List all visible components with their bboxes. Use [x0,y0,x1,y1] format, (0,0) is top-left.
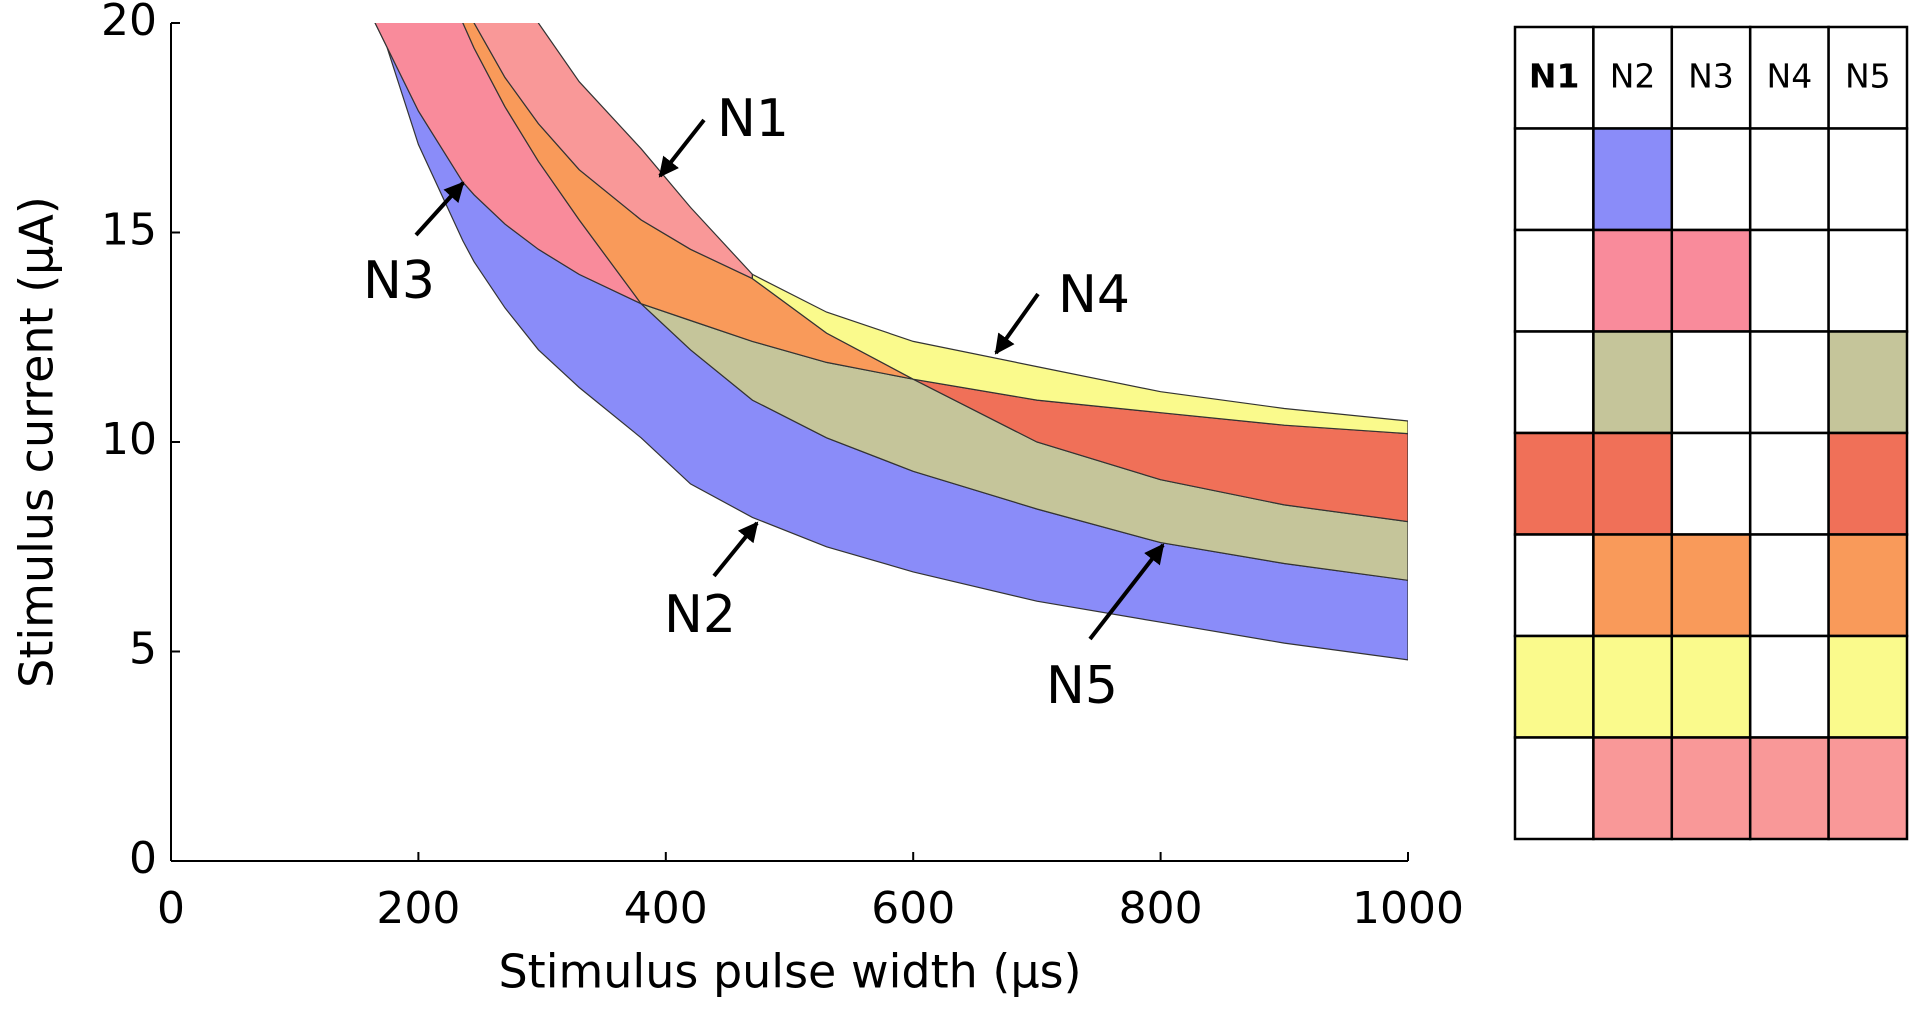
table-cell [1827,634,1909,739]
annotation: N1 [717,89,789,149]
table-cell [1827,533,1909,638]
table-cell [1513,127,1595,232]
annotation-arrow [414,181,465,237]
annotation-arrow [712,521,759,578]
table-header: N5 [1845,56,1891,95]
table-cell [1748,736,1830,841]
table-cell [1592,634,1674,739]
annotation: N5 [1046,656,1118,716]
table-cell [1513,228,1595,333]
table-cell [1748,330,1830,435]
x-tick-label: 0 [157,883,185,934]
table-cell [1827,330,1909,435]
annotation: N2 [664,585,736,645]
table-cell [1513,736,1595,841]
table-cell [1670,431,1752,536]
table-cell [1592,127,1674,232]
y-tick-label: 5 [129,624,157,675]
table-cell [1513,634,1595,739]
table-cell [1670,228,1752,333]
table-cell [1592,736,1674,841]
table-cell [1827,736,1909,841]
x-tick-label: 600 [871,883,955,934]
annotation-arrow [1088,543,1165,641]
table-cell [1670,736,1752,841]
table-header: N2 [1610,56,1656,95]
table-cell [1748,431,1830,536]
annotation-arrow [994,292,1040,355]
band-area [751,273,1408,435]
table-header: N1 [1529,56,1580,95]
table-cell [1670,330,1752,435]
y-tick-label: 15 [101,205,157,256]
table-cell [1513,330,1595,435]
x-tick-label: 1000 [1352,883,1464,934]
table-header-cell [1670,25,1752,130]
table-cell [1592,330,1674,435]
x-tick-label: 800 [1119,883,1203,934]
table-cell [1748,228,1830,333]
table-cell [1670,634,1752,739]
table-cell [1592,228,1674,333]
table-cell [1592,431,1674,536]
table-cell [1513,431,1595,536]
table-header-cell [1827,25,1909,130]
table-cell [1748,127,1830,232]
y-tick-label: 20 [101,0,157,46]
table-header: N3 [1688,56,1734,95]
x-axis-title: Stimulus pulse width (μs) [498,945,1081,999]
table-cell [1748,533,1830,638]
table-cell [1748,634,1830,739]
table-cell [1670,127,1752,232]
table-cell [1827,228,1909,333]
table-header: N4 [1767,56,1813,95]
annotation-arrow [658,118,706,178]
x-tick-label: 400 [624,883,708,934]
table-cell [1513,533,1595,638]
bands [374,23,1408,661]
x-tick-label: 200 [376,883,460,934]
annotation: N3 [363,251,435,311]
annotation: N4 [1058,265,1130,325]
table-cell [1670,533,1752,638]
y-axis-title: Stimulus current (μA) [10,196,64,688]
legend-table: N1 N2 N3 N4 N5 [1513,25,1909,841]
table-cell [1827,127,1909,232]
y-tick-label: 0 [129,833,157,884]
table-cell [1827,431,1909,536]
y-tick-label: 10 [101,414,157,465]
table-cell [1592,533,1674,638]
